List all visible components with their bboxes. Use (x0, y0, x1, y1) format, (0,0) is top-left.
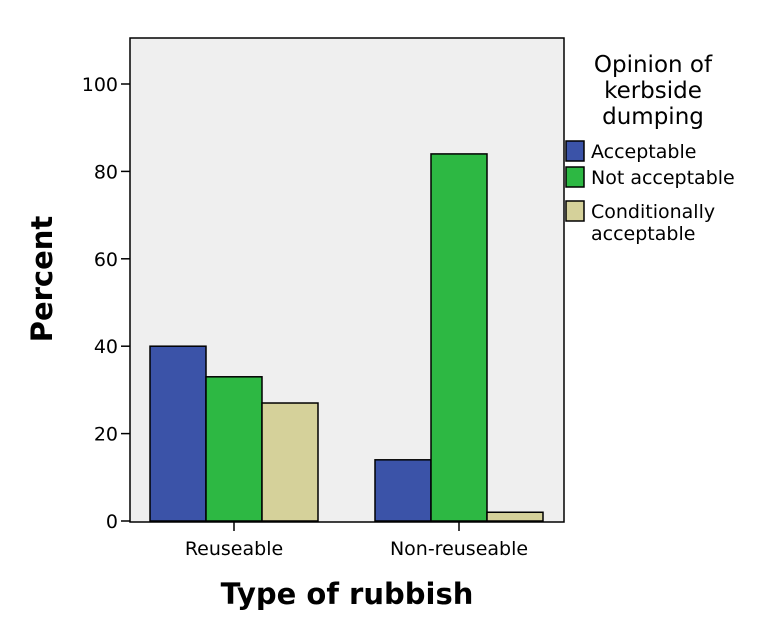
x-axis-title: Type of rubbish (221, 577, 474, 611)
legend-title: dumping (602, 104, 704, 130)
bar-not-acceptable-non-reuseable (430, 153, 488, 522)
y-tick-label: 40 (94, 336, 118, 358)
y-tick-label: 0 (106, 511, 118, 533)
y-tick-label: 100 (82, 74, 118, 96)
x-tick-label: Non-reuseable (390, 538, 528, 560)
bar-not-acceptable-reuseable (205, 376, 263, 522)
legend-swatch (565, 140, 585, 162)
legend-swatch (565, 166, 585, 188)
bar-acceptable-reuseable (149, 345, 207, 522)
legend-title: Opinion of (594, 52, 713, 78)
y-tick-label: 20 (94, 424, 118, 446)
y-tick-label: 60 (94, 249, 118, 271)
y-axis-title: Percent (25, 216, 59, 343)
legend-label: Conditionally (591, 201, 715, 223)
legend-title: kerbside (604, 78, 702, 104)
bar-conditionally-acceptable-non-reuseable (486, 511, 544, 522)
legend-label: Acceptable (591, 141, 696, 163)
x-axis: Reuseable Non-reuseable (185, 522, 528, 560)
x-tick-label: Reuseable (185, 538, 283, 560)
y-axis: 0 20 40 60 80 100 (82, 74, 130, 533)
bar-acceptable-non-reuseable (374, 459, 432, 522)
y-tick-label: 80 (94, 161, 118, 183)
legend-label: acceptable (591, 223, 695, 245)
legend-swatch (565, 200, 585, 222)
legend-label: Not acceptable (591, 167, 735, 189)
bars-layer (149, 153, 544, 522)
bar-conditionally-acceptable-reuseable (261, 402, 319, 522)
